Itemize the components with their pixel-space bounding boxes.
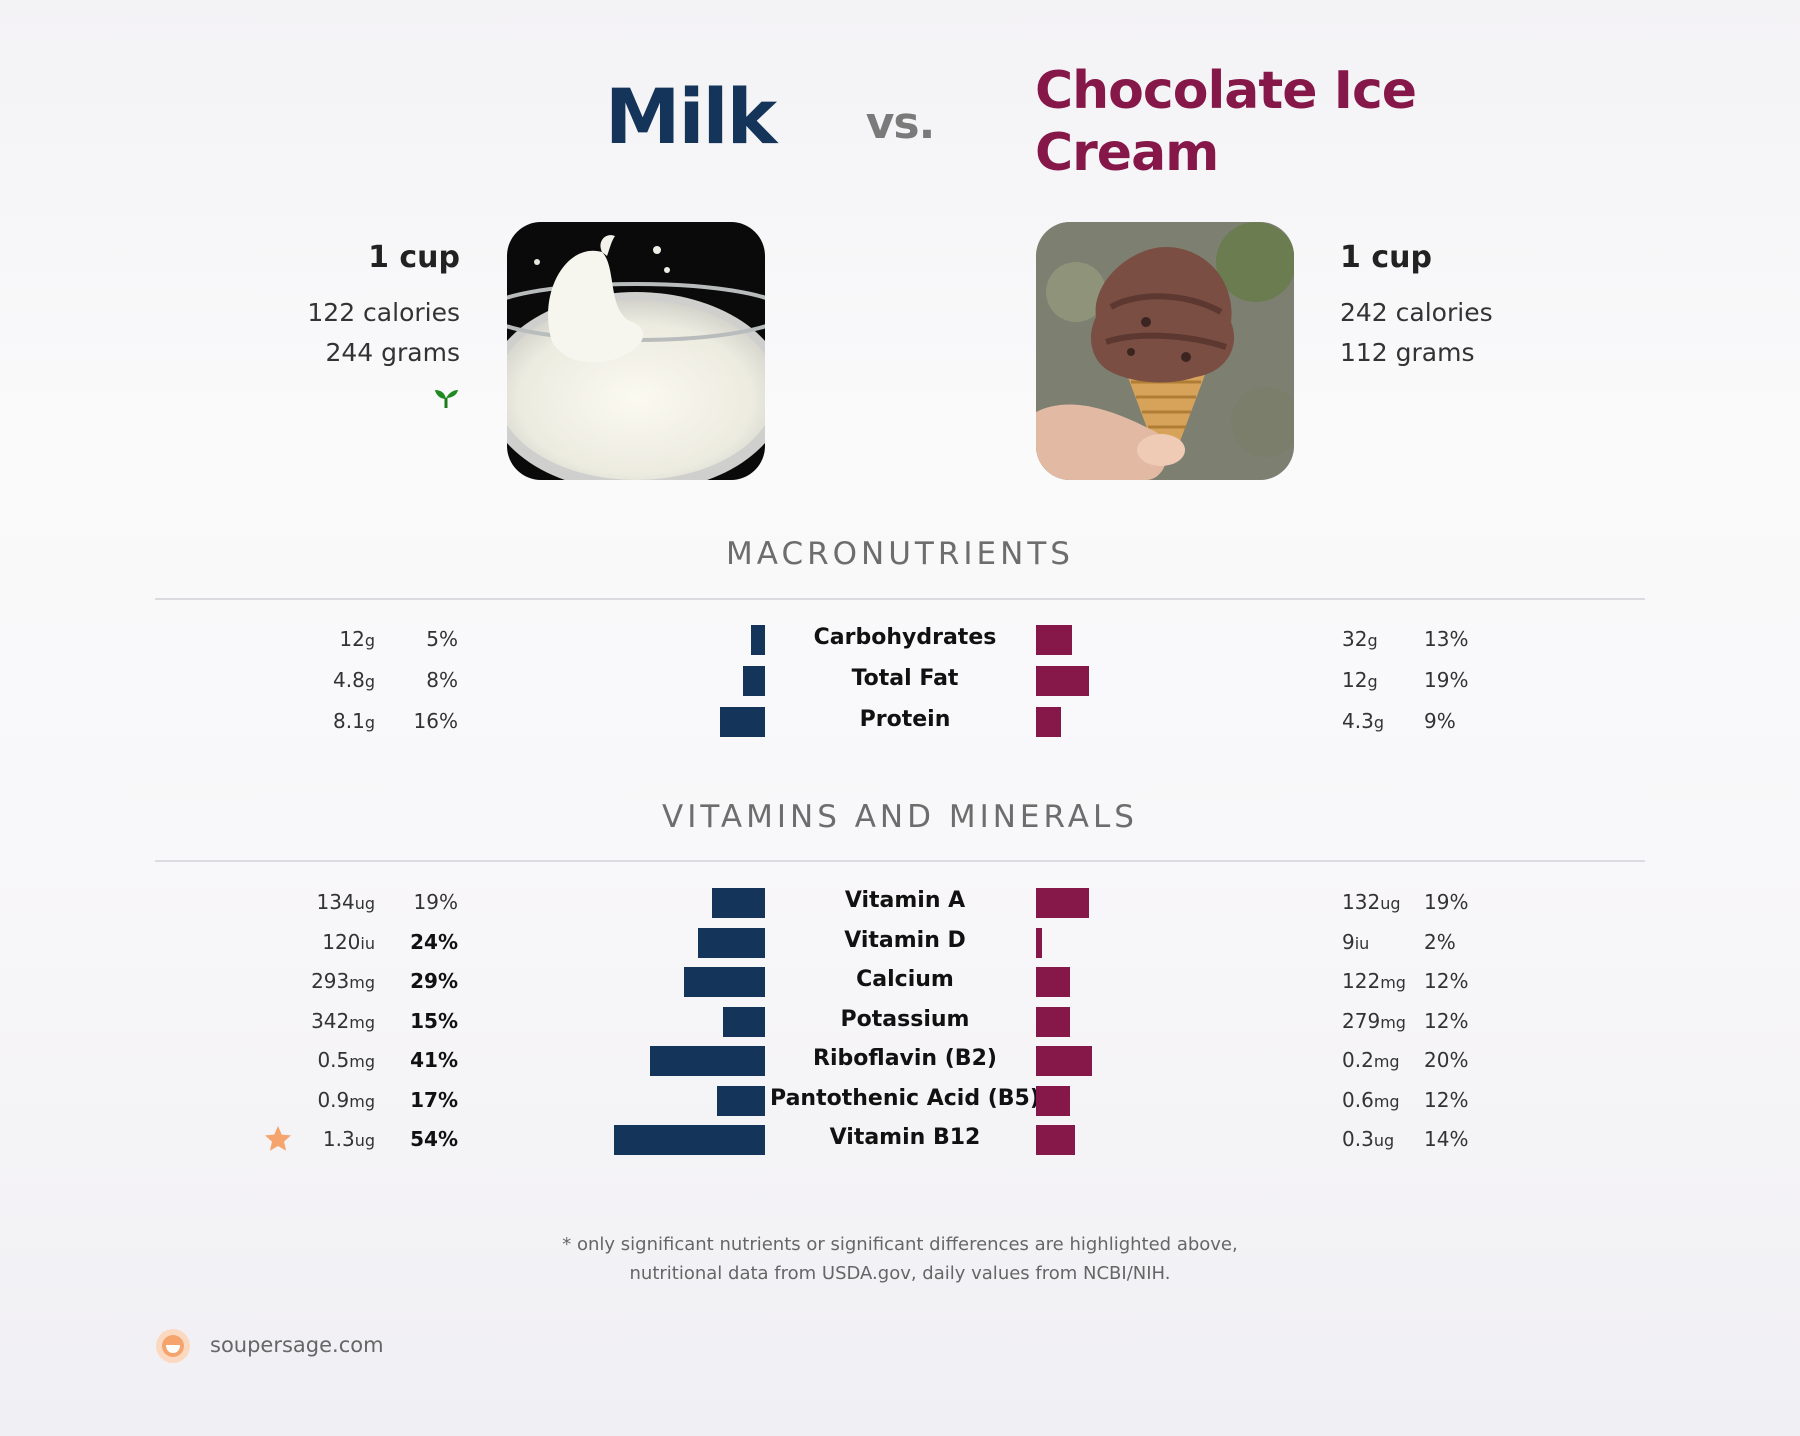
soupersage-logo-icon	[155, 1328, 191, 1364]
right-bar-protein	[1036, 707, 1062, 737]
right-bar-pantothenic-acid-b5	[1036, 1085, 1070, 1116]
star-icon	[263, 1124, 293, 1154]
versus-label: vs.	[865, 98, 936, 149]
left-amount-total-fat: 4.8g	[333, 668, 375, 692]
right-bar-vitamin-a	[1036, 888, 1090, 918]
right-bar-total-fat	[1036, 666, 1090, 696]
left-bar-carbohydrates	[751, 625, 765, 655]
left-percent-vitamin-b12: 54%	[410, 1127, 458, 1151]
left-bar-vitamin-b12	[613, 1125, 765, 1155]
left-bar-vitamin-a	[711, 888, 765, 918]
right-percent-total-fat: 19%	[1424, 668, 1469, 692]
left-amount-calcium: 293mg	[311, 969, 375, 993]
brand-link[interactable]: soupersage.com	[210, 1333, 384, 1357]
left-percent-vitamin-a: 19%	[413, 890, 458, 914]
right-bar-carbohydrates	[1036, 625, 1073, 655]
vitamins-heading: VITAMINS AND MINERALS	[662, 799, 1138, 835]
left-bar-total-fat	[742, 666, 765, 696]
nutrient-label-riboflavin-b2: Riboflavin (B2)	[813, 1046, 997, 1071]
right-bar-vitamin-b12	[1036, 1125, 1076, 1155]
left-calories: 122 calories	[307, 298, 460, 327]
left-amount-vitamin-b12: 1.3ug	[322, 1127, 375, 1151]
right-food-title-line1: Chocolate Ice	[1035, 61, 1417, 121]
left-bar-potassium	[723, 1006, 765, 1037]
left-amount-vitamin-a: 134ug	[316, 890, 375, 914]
left-amount-potassium: 342mg	[311, 1008, 375, 1033]
right-percent-vitamin-a: 19%	[1424, 890, 1469, 914]
right-amount-total-fat: 12g	[1342, 668, 1378, 692]
right-amount-riboflavin-b2: 0.2mg	[1342, 1048, 1400, 1072]
right-bar-riboflavin-b2	[1036, 1046, 1092, 1076]
left-food-title: Milk	[604, 72, 777, 161]
right-percent-riboflavin-b2: 20%	[1424, 1048, 1469, 1072]
right-amount-potassium: 279mg	[1342, 1008, 1406, 1033]
left-bar-protein	[720, 707, 765, 737]
nutrient-label-pantothenic-acid-b5: Pantothenic Acid (B5)	[770, 1085, 1040, 1111]
right-percent-potassium: 12%	[1424, 1008, 1469, 1033]
left-bar-calcium	[683, 967, 765, 997]
right-amount-vitamin-a: 132ug	[1342, 890, 1401, 914]
nutrient-label-carbohydrates: Carbohydrates	[813, 625, 997, 650]
nutrient-label-vitamin-a: Vitamin A	[844, 888, 966, 913]
sprout-icon	[432, 386, 460, 410]
left-amount-protein: 8.1g	[333, 709, 375, 733]
left-bar-vitamin-d	[697, 927, 765, 958]
right-food-title: Chocolate Ice Cream	[1035, 60, 1455, 184]
left-percent-calcium: 29%	[410, 969, 458, 993]
footnote-line1: * only significant nutrients or signific…	[562, 1234, 1238, 1255]
right-percent-vitamin-b12: 14%	[1424, 1127, 1469, 1151]
chocolate-ice-cream-photo	[1036, 222, 1294, 480]
macronutrients-heading: MACRONUTRIENTS	[726, 536, 1074, 572]
left-bar-riboflavin-b2	[650, 1046, 765, 1076]
right-amount-vitamin-b12: 0.3ug	[1342, 1127, 1395, 1151]
right-percent-vitamin-d: 2%	[1424, 929, 1456, 954]
nutrient-label-vitamin-b12: Vitamin B12	[829, 1125, 981, 1150]
left-amount-riboflavin-b2: 0.5mg	[317, 1048, 375, 1072]
left-percent-carbohydrates: 5%	[426, 627, 458, 651]
vitamins-divider	[155, 860, 1645, 862]
left-percent-potassium: 15%	[410, 1008, 458, 1033]
right-percent-calcium: 12%	[1424, 969, 1469, 993]
left-bar-pantothenic-acid-b5	[717, 1085, 765, 1116]
left-serving-size: 1 cup	[368, 240, 460, 275]
left-amount-vitamin-d: 120iu	[322, 929, 375, 954]
right-bar-vitamin-d	[1036, 927, 1042, 958]
right-bar-calcium	[1036, 967, 1070, 997]
right-amount-carbohydrates: 32g	[1342, 627, 1378, 651]
right-percent-protein: 9%	[1424, 709, 1456, 733]
nutrient-label-protein: Protein	[859, 707, 951, 732]
left-percent-total-fat: 8%	[426, 668, 458, 692]
left-percent-protein: 16%	[413, 709, 458, 733]
nutrient-label-vitamin-d: Vitamin D	[844, 927, 966, 953]
left-percent-pantothenic-acid-b5: 17%	[410, 1087, 458, 1112]
right-grams: 112 grams	[1340, 338, 1475, 367]
right-bar-potassium	[1036, 1006, 1070, 1037]
macronutrients-divider	[155, 598, 1645, 600]
milk-photo	[507, 222, 765, 480]
right-amount-protein: 4.3g	[1342, 709, 1384, 733]
right-amount-vitamin-d: 9iu	[1342, 929, 1370, 954]
right-serving-size: 1 cup	[1340, 240, 1432, 275]
left-percent-vitamin-d: 24%	[410, 929, 458, 954]
right-amount-calcium: 122mg	[1342, 969, 1406, 993]
left-amount-pantothenic-acid-b5: 0.9mg	[317, 1087, 375, 1112]
right-percent-pantothenic-acid-b5: 12%	[1424, 1087, 1469, 1112]
left-grams: 244 grams	[325, 338, 460, 367]
nutrient-label-potassium: Potassium	[840, 1006, 970, 1032]
right-percent-carbohydrates: 13%	[1424, 627, 1469, 651]
left-percent-riboflavin-b2: 41%	[410, 1048, 458, 1072]
footnote-line2: nutritional data from USDA.gov, daily va…	[629, 1263, 1171, 1284]
left-amount-carbohydrates: 12g	[339, 627, 375, 651]
nutrient-label-calcium: Calcium	[856, 967, 954, 992]
right-amount-pantothenic-acid-b5: 0.6mg	[1342, 1087, 1400, 1112]
right-calories: 242 calories	[1340, 298, 1493, 327]
nutrient-label-total-fat: Total Fat	[851, 666, 959, 691]
right-food-title-line2: Cream	[1035, 123, 1219, 183]
